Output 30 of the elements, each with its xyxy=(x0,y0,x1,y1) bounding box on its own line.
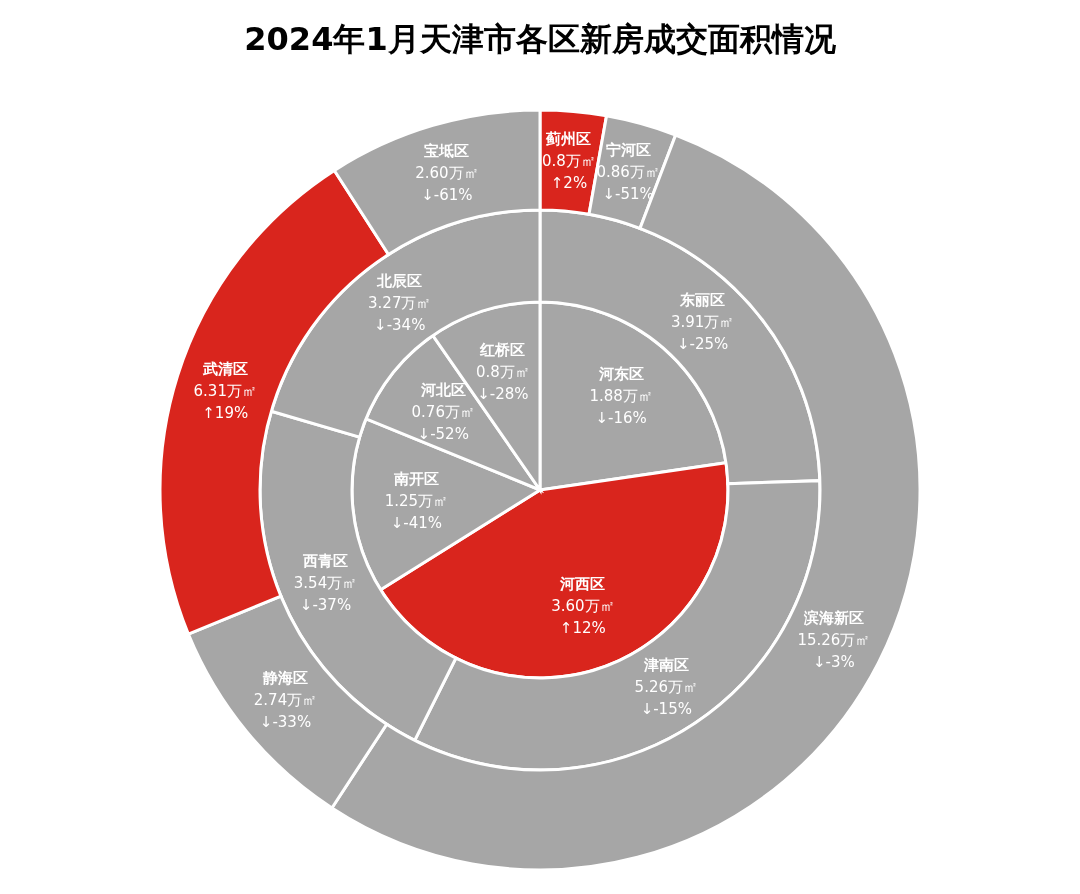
data-label: 0.8万㎡ ↑2% xyxy=(542,152,596,193)
data-label: 5.26万㎡ ↓-15% xyxy=(634,677,698,718)
slice-label: 滨海新区 xyxy=(802,609,864,628)
data-label: 15.26万㎡ ↓-3% xyxy=(797,631,871,672)
slice-label: 南开区 xyxy=(392,469,439,488)
data-label: 2.74万㎡ ↓-33% xyxy=(253,691,318,732)
slice-label: 东丽区 xyxy=(679,290,726,309)
slice-label: 北辰区 xyxy=(376,271,423,290)
chart-title: 2024年1月天津市各区新房成交面积情况 xyxy=(244,20,837,58)
data-label: 3.54万㎡ ↓-37% xyxy=(293,574,358,615)
slice-label: 河北区 xyxy=(419,381,466,400)
slice-label: 津南区 xyxy=(642,655,689,674)
data-label: 2.60万㎡ ↓-61% xyxy=(415,164,479,205)
data-label: 3.91万㎡ ↓-25% xyxy=(670,312,735,353)
data-label: 0.76万㎡ ↓-52% xyxy=(411,403,475,444)
data-label: 1.25万㎡ ↓-41% xyxy=(384,491,449,532)
slice-label: 宝坻区 xyxy=(424,142,470,161)
data-label: 3.60万㎡ ↑12% xyxy=(551,597,615,638)
slice-label: 西青区 xyxy=(301,552,348,571)
slice-label: 蓟州区 xyxy=(545,130,592,149)
slice-label: 宁河区 xyxy=(605,141,651,159)
data-label: 1.88万㎡ ↓-16% xyxy=(589,387,653,428)
slice-label: 红桥区 xyxy=(479,340,526,359)
slice-label: 河东区 xyxy=(597,365,644,384)
data-label: 0.8万㎡ ↓-28% xyxy=(476,362,530,403)
slice-label: 静海区 xyxy=(261,669,308,688)
slice-label: 河西区 xyxy=(559,575,606,594)
data-label: 6.31万㎡ ↑19% xyxy=(193,381,257,422)
data-label: 3.27万㎡ ↓-34% xyxy=(368,293,432,334)
slice-label: 武清区 xyxy=(201,359,248,378)
